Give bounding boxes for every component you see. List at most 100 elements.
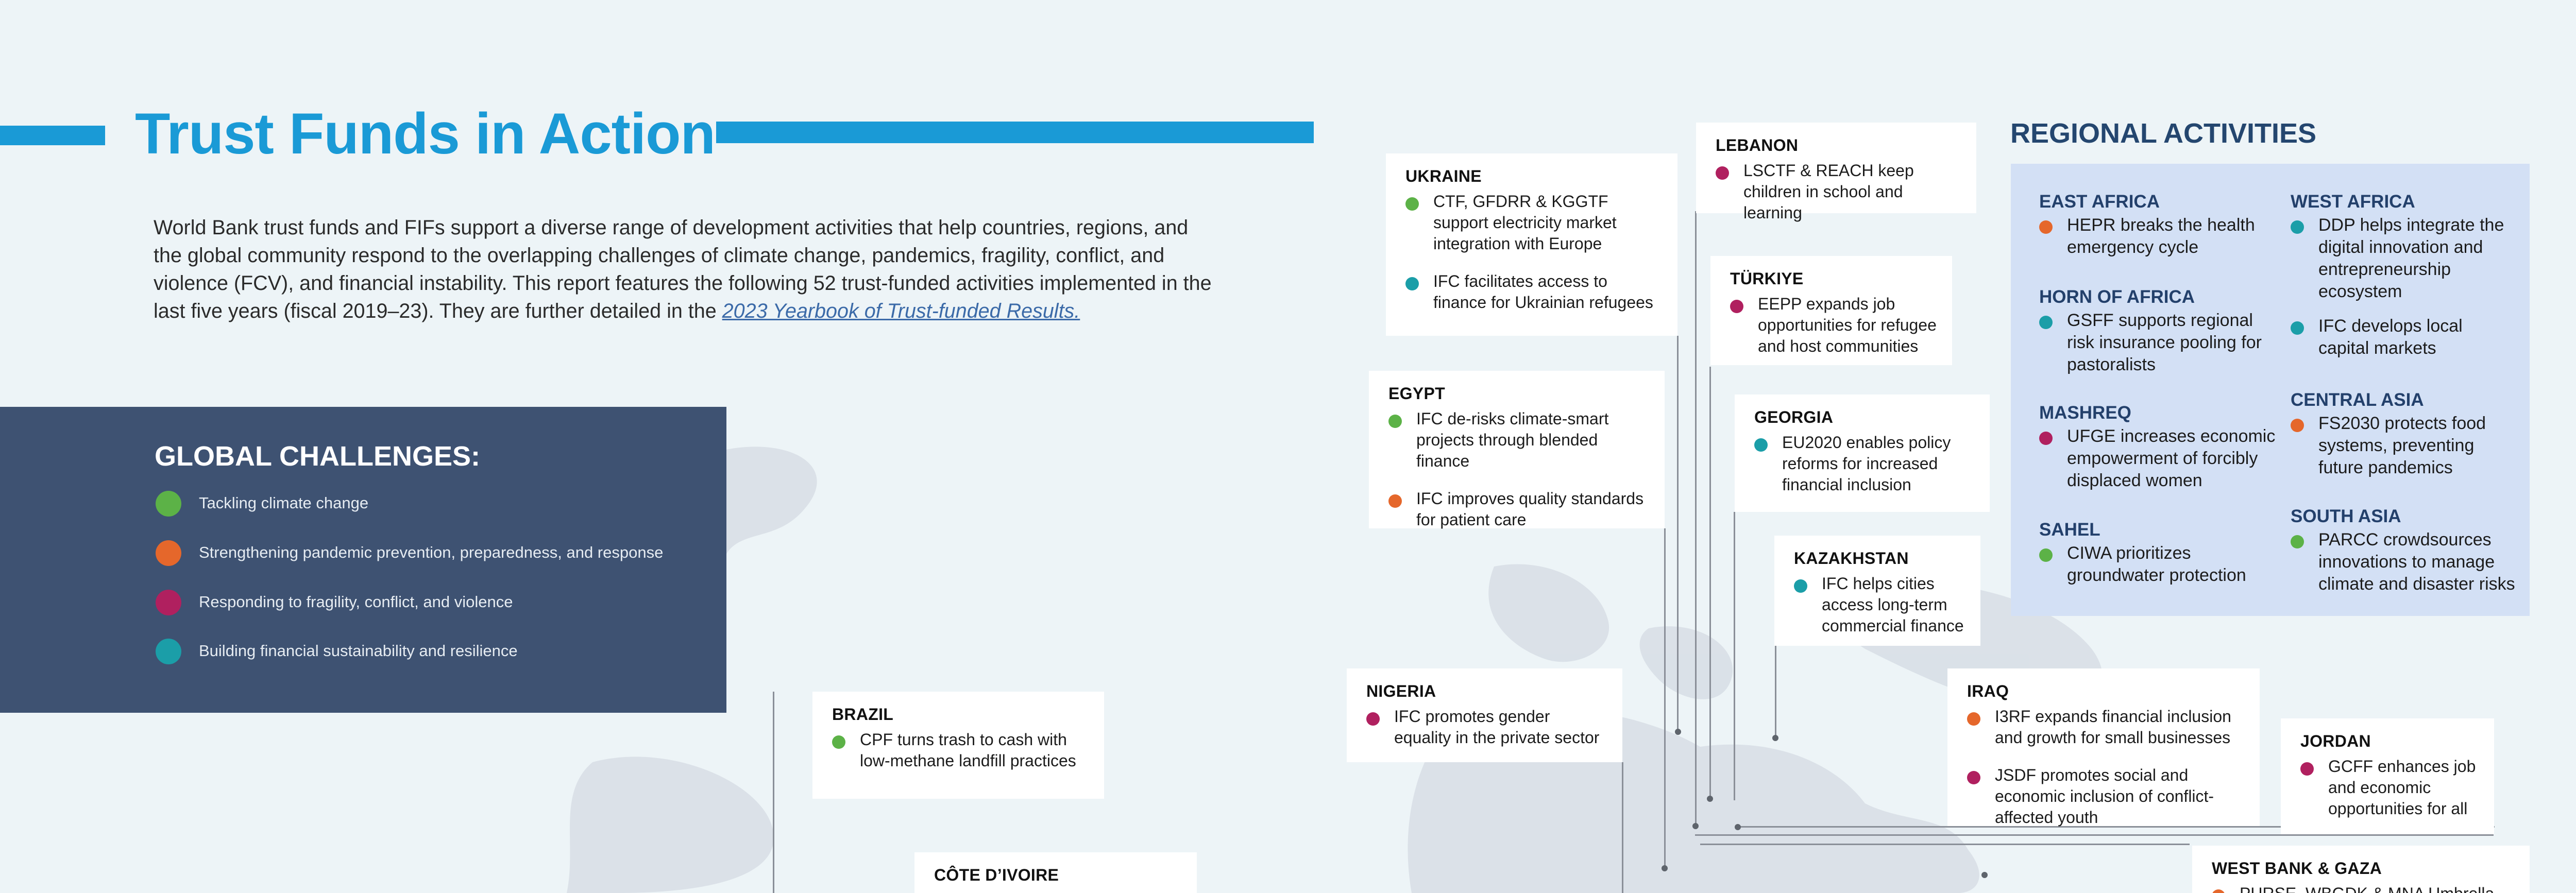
map-pin-ukraine bbox=[1675, 729, 1681, 735]
map-pin-iraq bbox=[1981, 872, 1988, 878]
region-label: CENTRAL ASIA bbox=[2291, 390, 2424, 410]
pandemic-legend-dot bbox=[156, 540, 181, 566]
country-label: CÔTE D’IVOIRE bbox=[934, 866, 1059, 884]
activity-text: EU2020 enables policy reforms for increa… bbox=[1782, 433, 1951, 494]
activity-item: GSFF supports regional risk insurance po… bbox=[2039, 310, 2276, 376]
fcv-legend-dot bbox=[156, 590, 181, 615]
activity-item: DDP helps integrate the digital innovati… bbox=[2291, 214, 2517, 303]
intro-paragraph: World Bank trust funds and FIFs support … bbox=[154, 214, 1215, 325]
regional-activities-panel bbox=[2011, 164, 2530, 616]
pandemic-dot bbox=[1388, 494, 1402, 508]
leader-line-kazakhstan bbox=[1775, 646, 1776, 739]
activity-item: IFC de-risks climate-smart projects thro… bbox=[1388, 408, 1649, 472]
yearbook-link[interactable]: 2023 Yearbook of Trust-funded Results. bbox=[722, 300, 1080, 322]
activity-text: IFC facilitates access to finance for Uk… bbox=[1433, 272, 1653, 312]
map-pin-turkiye bbox=[1707, 796, 1713, 802]
activity-text: IFC improves quality standards for patie… bbox=[1416, 489, 1644, 529]
climate-dot bbox=[1388, 415, 1402, 428]
leader-line-nigeria bbox=[1622, 762, 1623, 893]
map-pin-lebanon bbox=[1692, 823, 1699, 829]
activity-item: PURSE, WBGDK & MNA Umbrella bbox=[2212, 883, 2514, 893]
callout-nigeria: NIGERIA IFC promotes gender equality in … bbox=[1347, 668, 1622, 762]
activity-text: I3RF expands financial inclusion and gro… bbox=[1995, 707, 2231, 747]
activity-item: FS2030 protects food systems, preventing… bbox=[2291, 413, 2517, 479]
leader-line-ukraine bbox=[1677, 336, 1679, 732]
activity-text: EEPP expands job opportunities for refug… bbox=[1758, 295, 1937, 355]
activity-item: LSCTF & REACH keep children in school an… bbox=[1716, 160, 1961, 224]
header-accent-bar-right bbox=[716, 122, 1314, 143]
leader-line-egypt bbox=[1664, 528, 1666, 868]
region-west-africa: WEST AFRICA DDP helps integrate the digi… bbox=[2291, 192, 2517, 359]
region-east-africa: EAST AFRICA HEPR breaks the health emerg… bbox=[2039, 192, 2276, 259]
activity-item: IFC promotes gender equality in the priv… bbox=[1366, 706, 1607, 748]
leader-line-iraq bbox=[1737, 826, 2495, 828]
activity-text: IFC de-risks climate-smart projects thro… bbox=[1416, 409, 1609, 470]
activity-item: HEPR breaks the health emergency cycle bbox=[2039, 214, 2276, 259]
regional-activities-title: REGIONAL ACTIVITIES bbox=[2010, 118, 2317, 149]
activity-text: LSCTF & REACH keep children in school an… bbox=[1743, 161, 1914, 222]
callout-georgia: GEORGIA EU2020 enables policy reforms fo… bbox=[1735, 394, 1990, 512]
pandemic-dot bbox=[1967, 712, 1980, 726]
activity-item: JSDF promotes social and economic inclus… bbox=[1967, 765, 2244, 828]
activity-item: CPF turns trash to cash with low-methane… bbox=[832, 729, 1089, 771]
callout-brazil: BRAZIL CPF turns trash to cash with low-… bbox=[812, 692, 1104, 799]
callout-lebanon: LEBANON LSCTF & REACH keep children in s… bbox=[1696, 123, 1976, 222]
callout-iraq: IRAQ I3RF expands financial inclusion an… bbox=[1947, 668, 2260, 828]
financial-dot bbox=[2291, 321, 2304, 335]
activity-text: CTF, GFDRR & KGGTF support electricity m… bbox=[1433, 192, 1617, 253]
pandemic-dot bbox=[2291, 419, 2304, 432]
leader-line-turkiye bbox=[1709, 367, 1711, 799]
region-label: SOUTH ASIA bbox=[2291, 506, 2401, 526]
activity-text: PARCC crowdsources innovations to manage… bbox=[2318, 530, 2515, 594]
activity-item: IFC facilitates access to finance for Uk… bbox=[1405, 271, 1662, 313]
country-label: KAZAKHSTAN bbox=[1794, 549, 1909, 568]
financial-dot bbox=[2039, 316, 2053, 329]
legend-climate: Tackling climate change bbox=[199, 494, 369, 512]
pandemic-dot bbox=[2039, 220, 2053, 234]
activity-text: IFC promotes gender equality in the priv… bbox=[1394, 707, 1600, 747]
region-south-asia: SOUTH ASIA PARCC crowdsources innovation… bbox=[2291, 506, 2517, 595]
country-label: JORDAN bbox=[2300, 732, 2371, 750]
fcv-dot bbox=[2300, 762, 2314, 776]
climate-dot bbox=[1405, 197, 1419, 211]
financial-dot bbox=[1405, 277, 1419, 290]
activity-item: PARCC crowdsources innovations to manage… bbox=[2291, 529, 2517, 595]
region-central-asia: CENTRAL ASIA FS2030 protects food system… bbox=[2291, 390, 2517, 479]
activity-item: IFC improves quality standards for patie… bbox=[1388, 488, 1649, 530]
region-mashreq: MASHREQ UFGE increases economic empowerm… bbox=[2039, 403, 2276, 492]
pandemic-dot bbox=[2212, 889, 2225, 893]
intro-text: World Bank trust funds and FIFs support … bbox=[154, 216, 1212, 322]
leader-line-westbank bbox=[1700, 844, 2190, 845]
climate-dot bbox=[2039, 548, 2053, 562]
leader-line-jordan bbox=[1695, 834, 2494, 836]
activity-item: UFGE increases economic empowerment of f… bbox=[2039, 425, 2276, 492]
header-accent-bar-left bbox=[0, 126, 105, 145]
financial-legend-dot bbox=[156, 639, 181, 664]
country-label: GEORGIA bbox=[1754, 408, 1834, 426]
country-label: WEST BANK & GAZA bbox=[2212, 859, 2382, 878]
map-pin-kazakhstan bbox=[1772, 735, 1778, 741]
country-label: EGYPT bbox=[1388, 384, 1445, 403]
activity-text: DDP helps integrate the digital innovati… bbox=[2318, 215, 2504, 301]
activity-text: IFC helps cities access long-term commer… bbox=[1822, 574, 1964, 635]
country-label: TÜRKIYE bbox=[1730, 269, 1804, 288]
map-pin-georgia bbox=[1735, 824, 1741, 830]
climate-legend-dot bbox=[156, 491, 181, 517]
fcv-dot bbox=[2039, 432, 2053, 445]
activity-text: CIWA prioritizes groundwater protection bbox=[2067, 543, 2246, 585]
activity-item: GCFF enhances job and economic opportuni… bbox=[2300, 756, 2479, 819]
callout-kazakhstan: KAZAKHSTAN IFC helps cities access long-… bbox=[1774, 536, 1980, 646]
activity-item: EU2020 enables policy reforms for increa… bbox=[1754, 432, 1974, 495]
callout-jordan: JORDAN GCFF enhances job and economic op… bbox=[2281, 718, 2494, 834]
global-challenges-title: GLOBAL CHALLENGES: bbox=[155, 441, 480, 472]
callout-west-bank-gaza: WEST BANK & GAZA PURSE, WBGDK & MNA Umbr… bbox=[2192, 846, 2530, 893]
fcv-dot bbox=[1366, 712, 1380, 726]
region-label: WEST AFRICA bbox=[2291, 192, 2415, 212]
activity-text: GSFF supports regional risk insurance po… bbox=[2067, 311, 2262, 374]
legend-financial: Building financial sustainability and re… bbox=[199, 642, 518, 660]
global-challenges-panel bbox=[0, 407, 726, 713]
fcv-dot bbox=[1716, 166, 1729, 180]
activity-text: GCFF enhances job and economic opportuni… bbox=[2328, 757, 2476, 818]
activity-item: CIWA prioritizes groundwater protection bbox=[2039, 542, 2276, 587]
activity-text: JSDF promotes social and economic inclus… bbox=[1995, 766, 2214, 827]
